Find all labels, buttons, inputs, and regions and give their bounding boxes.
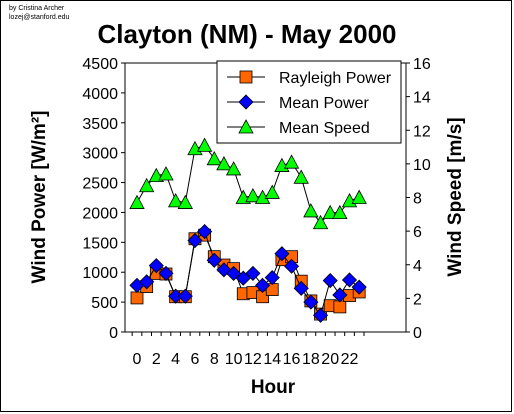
chart-title: Clayton (NM) - May 2000: [97, 19, 396, 49]
data-point: [312, 214, 329, 230]
axes: 0500100015002000250030003500400045000246…: [29, 56, 466, 368]
data-point: [255, 277, 271, 293]
y2-tick-label: 16: [413, 56, 431, 73]
y-tick-label: 3000: [82, 146, 118, 163]
y2-tick-label: 8: [413, 191, 422, 208]
data-point: [293, 169, 309, 184]
y-tick-label: 2500: [82, 176, 118, 193]
y2-tick-label: 2: [413, 291, 422, 308]
data-point: [196, 137, 213, 152]
data-point: [177, 288, 193, 304]
data-point: [158, 166, 174, 181]
series-mean-power: [129, 224, 367, 323]
x-tick-label: 20: [321, 351, 339, 368]
data-point: [341, 272, 358, 288]
data-point: [187, 232, 203, 249]
data-point: [206, 150, 222, 166]
data-point: [138, 177, 155, 193]
data-point: [303, 294, 319, 310]
y-tick-label: 4000: [82, 86, 118, 103]
data-point: [264, 184, 280, 199]
y-tick-label: 1500: [82, 235, 118, 252]
y2-tick-label: 12: [413, 123, 431, 140]
y-tick-label: 500: [91, 295, 118, 312]
x-tick-label: 22: [341, 351, 359, 368]
data-point: [139, 274, 155, 290]
data-point: [177, 194, 193, 209]
y2-tick-label: 10: [413, 157, 431, 174]
data-point: [312, 307, 329, 323]
x-tick-label: 8: [210, 351, 219, 368]
data-point: [245, 265, 261, 281]
data-point: [274, 246, 290, 262]
data-point: [129, 194, 145, 209]
data-point: [332, 287, 348, 303]
data-point: [322, 273, 338, 289]
credit-email: lozej@stanford.edu: [9, 14, 70, 21]
legend: Rayleigh Power Mean Power Mean Speed: [216, 60, 402, 144]
data-point: [225, 161, 242, 176]
y-tick-label: 2000: [82, 205, 118, 222]
x-tick-label: 18: [302, 351, 320, 368]
data-point: [351, 189, 367, 204]
data-point: [333, 300, 347, 314]
y-tick-label: 1000: [82, 265, 118, 282]
data-point: [283, 154, 300, 169]
x-tick-label: 10: [225, 351, 243, 368]
legend-entry: Mean Power: [279, 95, 369, 112]
y-tick-label: 0: [109, 325, 118, 342]
legend-marker: [239, 70, 253, 84]
data-point: [264, 270, 280, 286]
data-point: [293, 280, 309, 296]
data-point: [332, 204, 348, 220]
data-point: [148, 258, 164, 274]
data-point: [351, 279, 367, 295]
y-tick-label: 3500: [82, 116, 118, 133]
x-tick-label: 2: [152, 351, 161, 368]
data-point: [167, 193, 184, 208]
data-point: [158, 265, 174, 281]
x-tick-label: 16: [283, 351, 301, 368]
data-point: [206, 252, 222, 268]
y2-tick-label: 6: [413, 224, 422, 241]
x-tick-label: 14: [263, 351, 281, 368]
legend-marker: [238, 94, 254, 110]
y-axis-label: Wind Power [W/m²]: [29, 111, 50, 284]
series-line: [136, 144, 360, 224]
series-layer: [129, 137, 367, 323]
y-tick-label: 4500: [82, 56, 118, 73]
y2-tick-label: 0: [413, 325, 422, 342]
series-mean-speed: [129, 137, 367, 230]
y2-tick-label: 4: [413, 258, 422, 275]
data-point: [216, 156, 232, 171]
y2-tick-label: 14: [413, 90, 431, 107]
legend-entry: Rayleigh Power: [279, 70, 392, 87]
data-point: [245, 187, 261, 203]
data-point: [130, 291, 144, 305]
x-tick-label: 12: [244, 351, 262, 368]
legend-marker: [238, 119, 254, 134]
credit-author: by Cristina Archer: [9, 5, 65, 12]
data-point: [283, 258, 300, 274]
x-axis-label: Hour: [251, 377, 296, 398]
data-point: [303, 203, 319, 218]
data-point: [322, 204, 338, 220]
x-tick-label: 6: [191, 351, 200, 368]
x-tick-label: 0: [133, 351, 142, 368]
data-point: [197, 224, 213, 240]
y2-axis-label: Wind Speed [m/s]: [445, 117, 466, 276]
x-tick-label: 4: [171, 351, 180, 368]
legend-entry: Mean Speed: [279, 120, 370, 137]
